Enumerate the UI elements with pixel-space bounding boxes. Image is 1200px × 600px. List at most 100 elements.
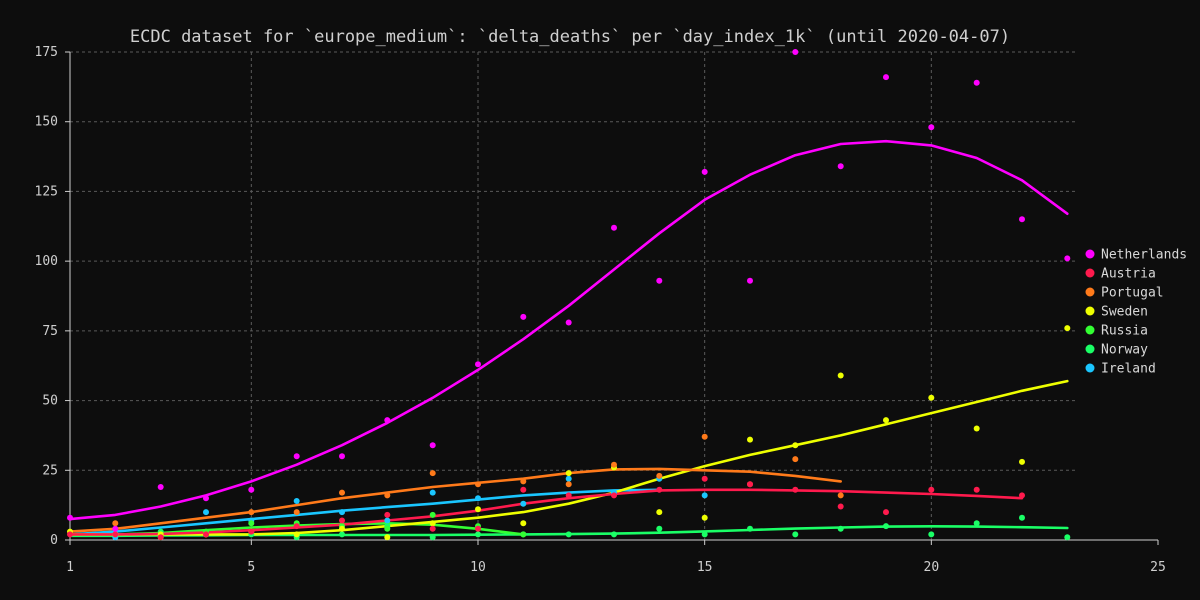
data-point-sweden <box>883 417 889 424</box>
data-point-austria <box>429 525 436 532</box>
data-point-sweden <box>656 509 663 516</box>
data-point-norway <box>565 531 572 538</box>
data-point-sweden <box>973 425 980 432</box>
legend-marker-sweden <box>1085 306 1095 316</box>
data-point-netherlands <box>928 124 935 131</box>
data-point-portugal <box>429 470 436 477</box>
data-point-austria <box>611 492 617 499</box>
data-point-sweden <box>384 534 391 541</box>
data-point-ireland <box>475 495 481 502</box>
data-point-netherlands <box>248 486 255 493</box>
data-point-norway <box>792 531 799 538</box>
data-point-austria <box>384 511 391 518</box>
data-point-ireland <box>520 500 527 507</box>
data-point-netherlands <box>429 442 436 449</box>
data-point-ireland <box>565 475 572 482</box>
data-point-sweden <box>1019 458 1025 465</box>
data-point-portugal <box>656 472 663 479</box>
data-point-ireland <box>701 492 708 499</box>
data-point-austria <box>792 486 799 493</box>
y-tick-label: 100 <box>35 254 58 269</box>
data-point-netherlands <box>339 453 345 460</box>
data-point-norway <box>1019 514 1025 521</box>
x-tick-label: 5 <box>247 560 255 575</box>
data-point-sweden <box>293 531 300 538</box>
data-point-netherlands <box>475 361 481 368</box>
legend-label-russia: Russia <box>1101 324 1148 339</box>
y-tick-label: 25 <box>42 463 58 478</box>
data-point-netherlands <box>792 49 799 55</box>
data-point-sweden <box>429 520 436 527</box>
data-point-austria <box>248 528 255 535</box>
legend-marker-austria <box>1085 268 1095 278</box>
data-point-portugal <box>475 481 481 488</box>
y-tick-label: 0 <box>50 533 58 548</box>
data-point-netherlands <box>565 319 572 326</box>
data-point-portugal <box>384 492 391 499</box>
data-point-portugal <box>792 456 799 463</box>
data-point-netherlands <box>1064 255 1071 262</box>
data-point-portugal <box>565 481 572 488</box>
y-tick-label: 50 <box>42 394 58 409</box>
data-point-netherlands <box>701 168 708 175</box>
data-point-russia <box>248 520 255 527</box>
trend-line-netherlands <box>68 139 1069 521</box>
data-point-norway <box>883 523 889 530</box>
y-tick-label: 150 <box>35 115 58 130</box>
data-point-sweden <box>1064 325 1071 332</box>
legend-marker-norway <box>1085 344 1095 354</box>
data-point-portugal <box>611 461 617 468</box>
data-point-norway <box>656 525 663 532</box>
data-point-netherlands <box>157 484 164 490</box>
data-point-norway <box>611 531 617 538</box>
data-point-norway <box>475 531 481 538</box>
data-point-ireland <box>429 489 436 496</box>
data-point-netherlands <box>611 224 617 231</box>
data-point-norway <box>973 520 980 527</box>
data-point-netherlands <box>67 514 73 521</box>
data-point-ireland <box>203 509 209 516</box>
data-point-sweden <box>792 442 799 449</box>
data-point-austria <box>656 486 663 493</box>
data-point-portugal <box>293 509 300 516</box>
data-point-netherlands <box>520 313 527 320</box>
data-point-norway <box>701 531 708 538</box>
data-point-sweden <box>837 372 844 379</box>
trend-line-sweden <box>68 379 1069 536</box>
trend-line-portugal <box>68 467 842 533</box>
data-point-sweden <box>520 520 527 527</box>
grid-layer <box>70 51 1078 540</box>
data-point-netherlands <box>384 417 391 424</box>
data-point-sweden <box>339 525 345 532</box>
data-point-austria <box>747 481 753 488</box>
data-point-portugal <box>701 433 708 440</box>
data-point-sweden <box>475 506 481 513</box>
data-point-austria <box>837 503 844 510</box>
data-point-austria <box>928 486 935 493</box>
points-layer <box>67 49 1071 541</box>
data-point-ireland <box>384 517 391 524</box>
data-point-sweden <box>701 514 708 521</box>
data-point-netherlands <box>883 74 889 81</box>
legend: Netherlands Austria Portugal Sweden Russia No… <box>1085 248 1187 377</box>
data-point-russia <box>429 511 436 518</box>
trend-line-austria <box>68 488 1024 536</box>
data-point-portugal <box>112 520 119 527</box>
data-point-russia <box>384 525 391 532</box>
data-point-netherlands <box>973 79 980 86</box>
data-point-norway <box>339 531 345 538</box>
data-point-austria <box>67 531 73 538</box>
legend-label-austria: Austria <box>1101 267 1156 282</box>
data-point-sweden <box>747 436 753 443</box>
data-point-austria <box>293 523 300 530</box>
data-point-netherlands <box>656 277 663 284</box>
data-point-netherlands <box>293 453 300 460</box>
data-point-netherlands <box>112 525 119 532</box>
data-point-norway <box>837 525 844 532</box>
data-point-austria <box>883 509 889 516</box>
legend-marker-ireland <box>1085 363 1095 373</box>
data-point-netherlands <box>203 495 209 502</box>
data-point-austria <box>339 517 345 524</box>
